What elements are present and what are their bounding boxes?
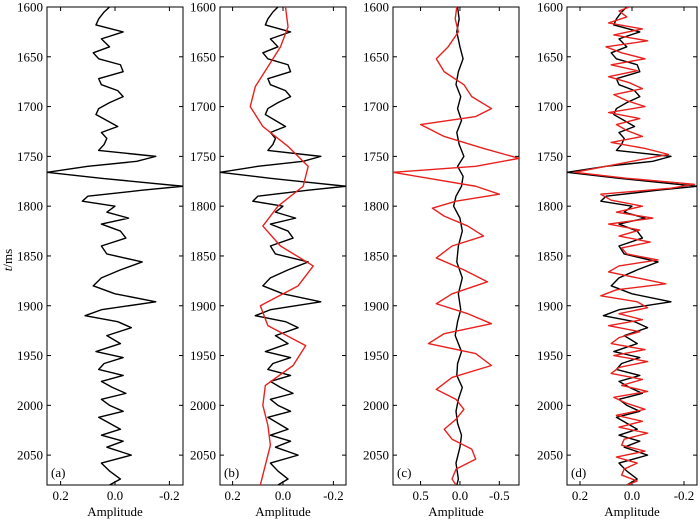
y-tick-label: 1850 (17, 248, 43, 263)
y-tick-label: 2050 (190, 448, 216, 463)
y-tick-label: 1600 (537, 0, 563, 15)
x-axis-title: Amplitude (604, 504, 660, 519)
y-tick-label: 1850 (537, 248, 563, 263)
y-tick-label: 1600 (190, 0, 216, 15)
x-tick-label: 0.2 (224, 488, 240, 503)
y-tick-label: 1950 (537, 348, 563, 363)
y-tick-label: 1950 (363, 348, 389, 363)
panel-1: 1600 1650 1700 1750 1800 1850 1900 1950 2000 2050… (17, 0, 184, 519)
y-tick-label: 2000 (537, 398, 563, 413)
y-tick-label: 1800 (537, 199, 563, 214)
y-tick-label: 1700 (363, 99, 389, 114)
x-tick-label: 0.0 (107, 488, 123, 503)
y-tick-label: 1800 (17, 199, 43, 214)
red-trace (393, 7, 519, 485)
x-tick-label: 0.0 (452, 488, 468, 503)
black-trace (47, 7, 183, 485)
y-tick-label: 1750 (190, 149, 216, 164)
y-tick-label: 2050 (537, 448, 563, 463)
y-tick-label: 1850 (190, 248, 216, 263)
panel-3: 1600 1650 1700 1750 1800 1850 1900 1950 2000 2050… (363, 0, 520, 519)
y-tick-label: 1650 (363, 49, 389, 64)
x-tick-label: 0.2 (52, 488, 68, 503)
x-tick-label: 0.5 (412, 488, 428, 503)
y-tick-label: 1900 (190, 298, 216, 313)
y-tick-label: 1750 (537, 149, 563, 164)
y-tick-label: 1700 (537, 99, 563, 114)
x-tick-label: 0.2 (572, 488, 588, 503)
black-trace (220, 7, 346, 485)
x-tick-label: -0.2 (323, 488, 344, 503)
panel-2: 1600 1650 1700 1750 1800 1850 1900 1950 2000 2050… (190, 0, 347, 519)
panel-4: 1600 1650 1700 1750 1800 1850 1900 1950 2000 2050… (537, 0, 698, 519)
red-trace (249, 7, 314, 485)
x-axis-title: Amplitude (428, 504, 484, 519)
y-tick-label: 2050 (17, 448, 43, 463)
y-tick-label: 1800 (190, 199, 216, 214)
y-tick-label: 1700 (17, 99, 43, 114)
x-tick-label: -0.2 (674, 488, 695, 503)
panel-label: (c) (397, 465, 411, 480)
y-axis-title: t/ms (0, 249, 15, 271)
panel-label: (a) (51, 465, 65, 480)
y-tick-label: 2000 (190, 398, 216, 413)
x-tick-label: 0.0 (275, 488, 291, 503)
y-tick-label: 1850 (363, 248, 389, 263)
y-tick-label: 2000 (363, 398, 389, 413)
y-tick-label: 1650 (17, 49, 43, 64)
y-tick-label: 1650 (190, 49, 216, 64)
x-axis-title: Amplitude (255, 504, 311, 519)
y-tick-label: 2050 (363, 448, 389, 463)
y-tick-label: 2000 (17, 398, 43, 413)
x-tick-label: -0.2 (159, 488, 180, 503)
x-tick-label: -0.5 (489, 488, 510, 503)
y-tick-label: 1800 (363, 199, 389, 214)
y-tick-label: 1750 (363, 149, 389, 164)
y-tick-label: 1900 (363, 298, 389, 313)
y-tick-label: 1750 (17, 149, 43, 164)
black-trace (452, 7, 465, 485)
y-tick-label: 1650 (537, 49, 563, 64)
y-tick-label: 1950 (17, 348, 43, 363)
y-tick-label: 1600 (363, 0, 389, 15)
red-trace (574, 7, 696, 485)
y-tick-label: 1900 (17, 298, 43, 313)
panel-label: (d) (571, 465, 586, 480)
y-tick-label: 1950 (190, 348, 216, 363)
panel-label: (b) (224, 465, 239, 480)
x-tick-label: 0.0 (624, 488, 640, 503)
y-tick-label: 1700 (190, 99, 216, 114)
x-axis-title: Amplitude (87, 504, 143, 519)
y-tick-label: 1600 (17, 0, 43, 15)
y-tick-label: 1900 (537, 298, 563, 313)
